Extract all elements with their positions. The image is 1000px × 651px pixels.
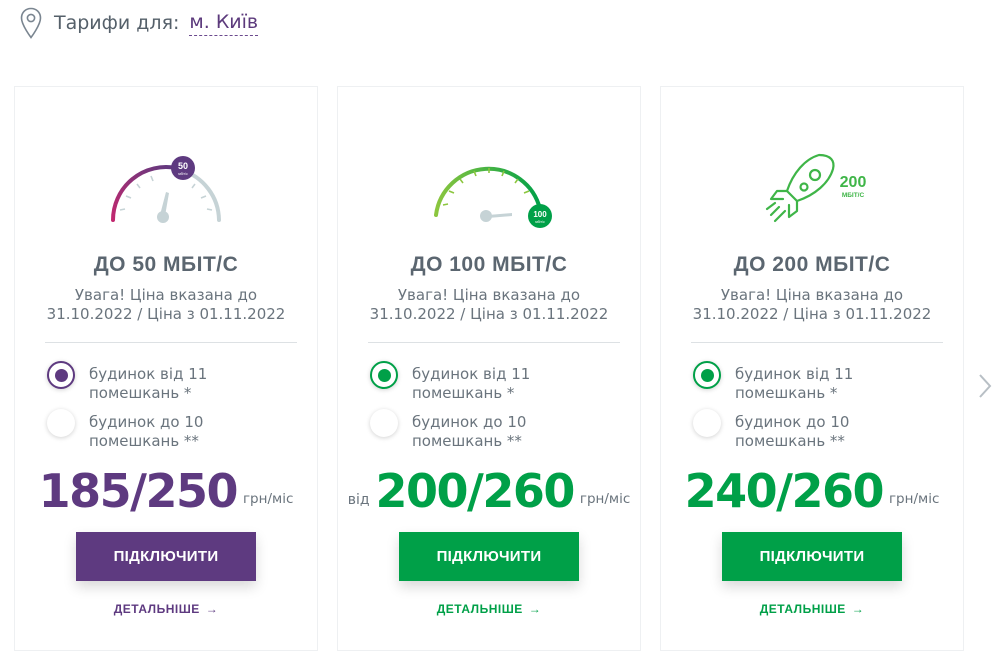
gauge-value: 100 [533,210,547,219]
radio-selected[interactable] [47,361,75,389]
radio-selected[interactable] [693,361,721,389]
option-building-11-plus[interactable]: будинок від 11 помешкань * [693,361,933,403]
details-label: ДЕТАЛЬНІШЕ [113,602,200,616]
details-label: ДЕТАЛЬНІШЕ [436,602,523,616]
option-label: будинок до 10 помешкань ** [412,413,527,450]
arrow-right-icon: → [851,602,865,616]
divider [45,342,297,343]
option-building-up-to-10[interactable]: будинок до 10 помешкань ** [370,409,610,451]
price-from-label: від [347,492,370,508]
divider [368,342,620,343]
divider [691,342,943,343]
option-label: будинок від 11 помешкань * [412,365,531,402]
option-label: будинок від 11 помешкань * [735,365,854,402]
arrow-right-icon: → [205,602,219,616]
price-row: від 200/260 грн/міс [338,453,640,519]
arrow-right-icon: → [528,602,542,616]
tariff-card-200: 200 МБІТ/С ДО 200 МБІТ/С Увага! Ціна вка… [660,86,964,651]
price-note: Увага! Ціна вказана до 31.10.2022 / Ціна… [692,286,932,323]
option-label: будинок до 10 помешкань ** [89,413,204,450]
details-link[interactable]: ДЕТАЛЬНІШЕ → [661,602,963,616]
speed-title: ДО 100 МБІТ/С [410,253,568,276]
card-icon-wrap: 200 МБІТ/С [661,147,963,237]
price-note: Увага! Ціна вказана до 31.10.2022 / Ціна… [46,286,286,323]
details-link[interactable]: ДЕТАЛЬНІШЕ → [338,602,640,616]
speedometer-50-icon: 50 мбіт/с [111,156,221,223]
option-building-up-to-10[interactable]: будинок до 10 помешкань ** [693,409,933,451]
speed-title: ДО 50 МБІТ/С [93,253,239,276]
radio-unselected[interactable] [47,409,75,437]
option-label: будинок від 11 помешкань * [89,365,208,402]
gauge-value: 50 [178,161,188,171]
rocket-icon: 200 МБІТ/С [765,153,867,223]
connect-button[interactable]: ПІДКЛЮЧИТИ [399,532,579,581]
tariffs-for-label: Тарифи для: [54,12,180,34]
tariff-card-100: 100 мбіт/с ДО 100 МБІТ/С Увага! Ціна вка… [337,86,641,651]
price-note: Увага! Ціна вказана до 31.10.2022 / Ціна… [369,286,609,323]
price-unit: грн/міс [242,491,294,507]
location-pin-icon [20,7,42,39]
tariff-card-50: 50 мбіт/с ДО 50 МБІТ/С Увага! Ціна вказа… [14,86,318,651]
speedometer-100-icon: 100 мбіт/с [434,166,552,228]
option-building-up-to-10[interactable]: будинок до 10 помешкань ** [47,409,287,451]
price-value: 200/260 [375,464,576,518]
radio-unselected[interactable] [693,409,721,437]
connect-button[interactable]: ПІДКЛЮЧИТИ [722,532,902,581]
tariff-header: Тарифи для: м. Київ [20,6,259,40]
card-icon-wrap: 100 мбіт/с [338,147,640,237]
chevron-right-icon[interactable] [977,372,993,400]
price-value: 185/250 [38,464,239,518]
price-unit: грн/міс [579,491,631,507]
option-label: будинок до 10 помешкань ** [735,413,850,450]
card-icon-wrap: 50 мбіт/с [15,147,317,237]
gauge-unit: мбіт/с [535,220,545,224]
rocket-speed-value: 200 [840,174,867,191]
radio-selected[interactable] [370,361,398,389]
price-row: 185/250 грн/міс [15,453,317,519]
rocket-speed-unit: МБІТ/С [842,192,865,199]
details-label: ДЕТАЛЬНІШЕ [759,602,846,616]
option-building-11-plus[interactable]: будинок від 11 помешкань * [370,361,610,403]
price-unit: грн/міс [888,491,940,507]
city-selector[interactable]: м. Київ [189,11,259,36]
details-link[interactable]: ДЕТАЛЬНІШЕ → [15,602,317,616]
connect-button[interactable]: ПІДКЛЮЧИТИ [76,532,256,581]
gauge-unit: мбіт/с [178,172,188,176]
option-building-11-plus[interactable]: будинок від 11 помешкань * [47,361,287,403]
price-value: 240/260 [684,464,885,518]
radio-unselected[interactable] [370,409,398,437]
price-row: 240/260 грн/міс [661,453,963,519]
speed-title: ДО 200 МБІТ/С [733,253,891,276]
